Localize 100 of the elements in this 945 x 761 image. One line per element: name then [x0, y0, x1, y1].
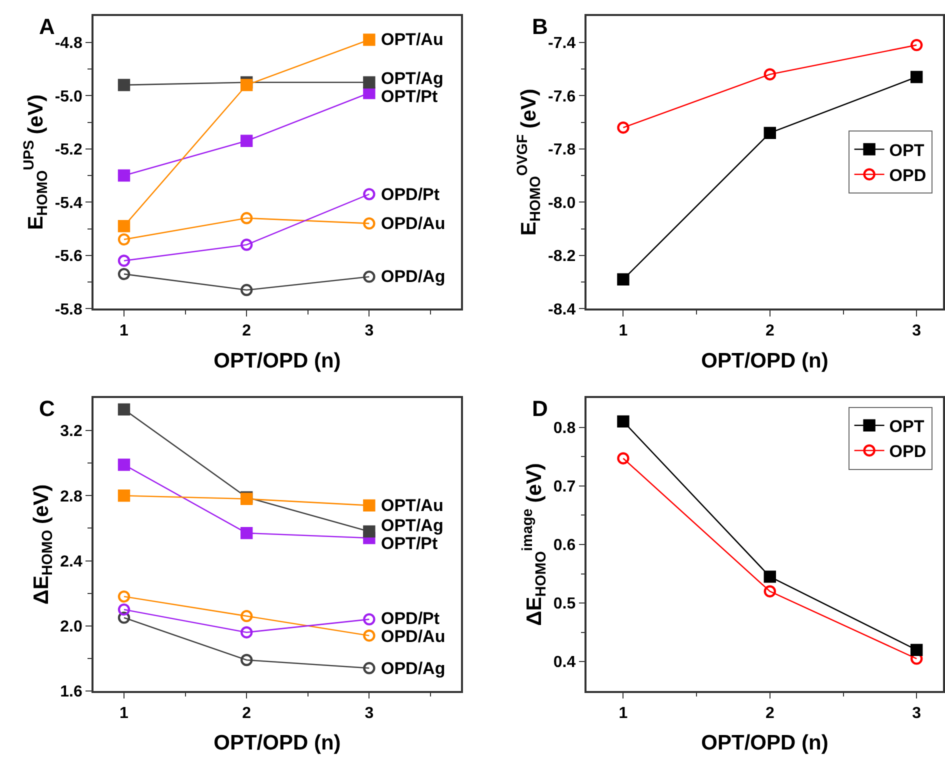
point: [363, 270, 376, 283]
point: [363, 76, 376, 88]
x-axis-title: OPT/OPD (n): [701, 732, 828, 755]
point: [240, 212, 253, 224]
point: [118, 78, 130, 92]
point: [764, 585, 776, 598]
series-label: OPT/Pt: [381, 534, 438, 553]
point: [764, 570, 776, 583]
y-tick-label: 2.8: [60, 488, 82, 506]
point: [240, 526, 253, 540]
y-tick-label: -8.2: [548, 248, 576, 266]
x-tick-label: 2: [765, 322, 774, 340]
point: [910, 644, 923, 656]
y-tick-label: 0.5: [553, 596, 576, 613]
y-tick-label: -7.8: [548, 142, 576, 158]
point: [240, 284, 253, 296]
point: [617, 122, 630, 134]
point: [240, 238, 253, 251]
chart-title: D: [532, 396, 548, 421]
point: [617, 452, 630, 464]
point: [910, 70, 923, 84]
point: [764, 68, 776, 80]
y-tick-label: 3.2: [60, 423, 82, 440]
point: [363, 630, 376, 642]
y-tick-label: 0.7: [553, 478, 576, 496]
series-label: OPD/Pt: [381, 185, 440, 204]
y-tick-label: 0.4: [553, 654, 576, 672]
x-tick-label: 3: [912, 704, 922, 722]
point: [118, 612, 130, 624]
y-tick-label: 2.4: [60, 553, 82, 570]
point: [118, 490, 130, 502]
point: [617, 273, 630, 286]
x-tick-label: 1: [120, 704, 129, 722]
series-label: OPD/Pt: [381, 609, 440, 628]
y-tick-label: 2.0: [60, 618, 82, 636]
y-tick-label: -8.0: [548, 194, 576, 212]
series-label: OPD/Au: [381, 214, 446, 233]
legend-label: OPT: [889, 416, 925, 436]
point: [363, 86, 376, 100]
point: [363, 613, 376, 626]
y-tick-label: -5.4: [54, 194, 82, 212]
point: [910, 38, 923, 52]
y-tick-label: -7.4: [548, 35, 576, 52]
y-tick-label: 0.8: [553, 420, 576, 437]
x-tick-label: 1: [618, 322, 628, 340]
point: [363, 217, 376, 230]
series-label: OPT/Pt: [381, 87, 438, 106]
point: [118, 169, 130, 182]
point: [363, 499, 376, 512]
point: [118, 233, 130, 246]
x-tick-label: 2: [242, 704, 252, 722]
legend-label: OPD: [889, 166, 926, 185]
x-tick-label: 2: [765, 704, 774, 722]
point: [363, 525, 376, 538]
x-tick-label: 3: [364, 704, 374, 722]
x-tick-label: 3: [912, 322, 922, 340]
point: [240, 626, 253, 638]
point: [118, 254, 130, 267]
point: [118, 458, 130, 471]
y-tick-label: 1.6: [60, 684, 82, 701]
y-tick-label: -5.6: [54, 248, 82, 266]
series-label: OPD/Au: [381, 627, 446, 646]
legend-label: OPT: [889, 140, 925, 160]
y-tick-label: -5.0: [54, 88, 82, 106]
point: [363, 662, 376, 674]
y-tick-label: -5.2: [54, 142, 82, 158]
chart-title: C: [39, 396, 55, 421]
point: [240, 134, 253, 148]
x-axis-title: OPT/OPD (n): [214, 349, 341, 372]
x-axis-title: OPT/OPD (n): [214, 732, 341, 755]
point: [118, 268, 130, 280]
y-tick-label: -8.4: [548, 301, 576, 318]
point: [118, 603, 130, 616]
series-label: OPT/Ag: [381, 516, 444, 535]
point: [240, 654, 253, 666]
y-tick-label: 0.6: [553, 537, 576, 554]
series-label: OPD/Ag: [381, 659, 446, 678]
chart-title: A: [39, 14, 55, 39]
series-label: OPD/Ag: [381, 267, 446, 286]
series-label: OPT/Au: [381, 30, 444, 49]
chart-title: B: [532, 14, 548, 39]
point: [240, 610, 253, 622]
x-tick-label: 2: [242, 322, 252, 340]
x-tick-label: 3: [364, 322, 374, 340]
x-tick-label: 1: [618, 704, 628, 722]
point: [240, 78, 253, 92]
series-label: OPT/Au: [381, 496, 444, 515]
point: [363, 188, 376, 200]
y-tick-label: -5.8: [54, 301, 82, 318]
point: [118, 590, 130, 603]
y-tick-label: -7.6: [548, 88, 576, 106]
point: [764, 126, 776, 140]
point: [617, 415, 630, 428]
series-label: OPT/Ag: [381, 69, 444, 88]
x-tick-label: 1: [120, 322, 129, 340]
x-axis-title: OPT/OPD (n): [701, 349, 828, 372]
point: [118, 403, 130, 416]
point: [363, 34, 376, 46]
y-tick-label: -4.8: [54, 35, 82, 52]
legend-label: OPD: [889, 442, 926, 462]
